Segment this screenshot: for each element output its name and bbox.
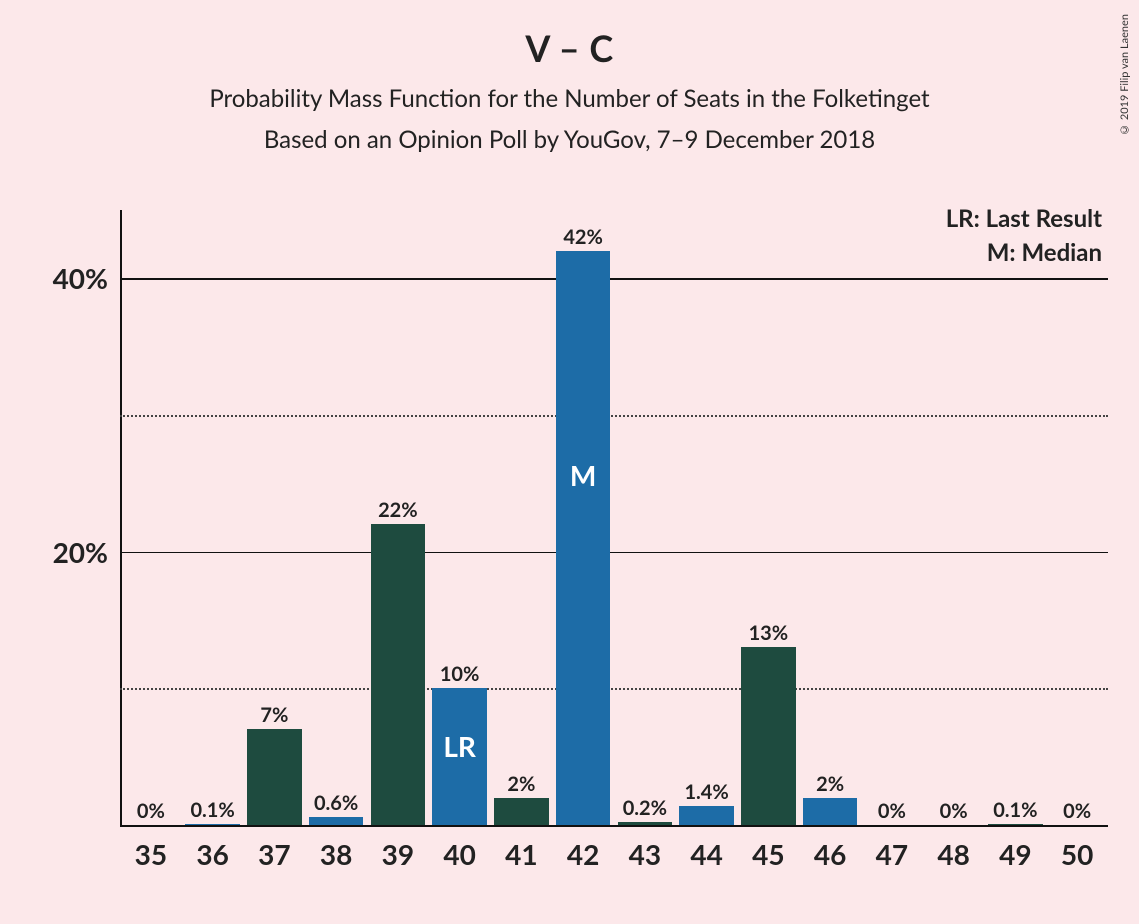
x-tick-label: 36 (196, 837, 228, 871)
x-tick-label: 44 (690, 837, 722, 871)
bar-value-label: 0.1% (190, 798, 234, 822)
x-tick-label: 35 (135, 837, 167, 871)
bar-value-label: 0% (137, 799, 165, 823)
x-tick-label: 47 (876, 837, 908, 871)
x-tick-label: 38 (320, 837, 352, 871)
bar-value-label: 2% (507, 772, 535, 796)
y-tick-label: 20% (53, 535, 108, 569)
bar-value-label: 1.4% (684, 780, 728, 804)
bar-36 (185, 824, 239, 825)
x-tick-label: 40 (443, 837, 475, 871)
legend-last-result: LR: Last Result (946, 204, 1102, 233)
bar-value-label: 2% (816, 772, 844, 796)
x-tick-label: 50 (1061, 837, 1093, 871)
x-tick-label: 43 (629, 837, 661, 871)
bar-45 (741, 647, 795, 825)
bar-41 (494, 798, 548, 825)
y-tick-label: 40% (53, 261, 108, 295)
x-axis (120, 825, 1108, 827)
chart-title: V – C (0, 0, 1139, 70)
bar-value-label: 0.2% (623, 796, 667, 820)
bar-value-label: 7% (260, 703, 288, 727)
bar-inner-label-m: M (556, 458, 610, 492)
y-axis (120, 210, 122, 825)
bar-value-label: 0.1% (993, 798, 1037, 822)
legend-median: M: Median (987, 238, 1102, 267)
chart-subtitle-2: Based on an Opinion Poll by YouGov, 7–9 … (0, 125, 1139, 154)
x-tick-label: 37 (258, 837, 290, 871)
grid-major-line (120, 552, 1108, 554)
x-tick-label: 42 (567, 837, 599, 871)
bar-value-label: 0.6% (314, 791, 358, 815)
bar-value-label: 0% (878, 799, 906, 823)
x-tick-label: 45 (752, 837, 784, 871)
bar-value-label: 42% (563, 225, 603, 249)
bar-value-label: 13% (749, 621, 789, 645)
grid-major-line (120, 278, 1108, 280)
grid-minor-line (120, 415, 1108, 417)
grid-minor-line (120, 688, 1108, 690)
plot-container: 20%40%0%350.1%367%370.6%3822%39LR10%402%… (120, 210, 1108, 825)
bar-value-label: 0% (1063, 799, 1091, 823)
bar-43 (618, 822, 672, 825)
x-tick-label: 49 (999, 837, 1031, 871)
chart-plot-area: 20%40%0%350.1%367%370.6%3822%39LR10%402%… (120, 210, 1108, 825)
bar-inner-label-lr: LR (432, 729, 486, 763)
x-tick-label: 41 (505, 837, 537, 871)
bar-42 (556, 251, 610, 825)
x-tick-label: 39 (382, 837, 414, 871)
chart-subtitle-1: Probability Mass Function for the Number… (0, 84, 1139, 113)
bar-38 (309, 817, 363, 825)
bar-49 (988, 824, 1042, 825)
bar-39 (371, 524, 425, 825)
bar-value-label: 22% (378, 498, 418, 522)
copyright-text: © 2019 Filip van Laenen (1118, 14, 1131, 136)
bar-37 (247, 729, 301, 825)
bar-44 (679, 806, 733, 825)
bar-value-label: 0% (940, 799, 968, 823)
bar-46 (803, 798, 857, 825)
x-tick-label: 46 (814, 837, 846, 871)
bar-value-label: 10% (440, 662, 480, 686)
x-tick-label: 48 (937, 837, 969, 871)
